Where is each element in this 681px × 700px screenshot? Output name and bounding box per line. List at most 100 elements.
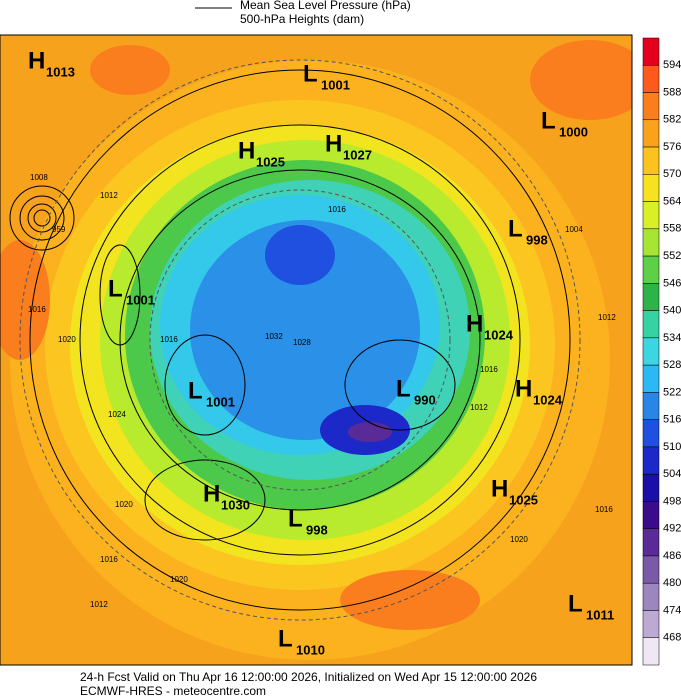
pressure-center-type: H: [203, 480, 220, 507]
contour-label: 1016: [28, 305, 46, 314]
contour-label: 1020: [58, 335, 76, 344]
colorbar-label: 534: [663, 332, 681, 344]
colorbar-cell: [642, 473, 660, 502]
colorbar-label: 480: [663, 577, 681, 589]
colorbar-label: 474: [663, 604, 681, 616]
colorbar-label: 564: [663, 195, 681, 207]
pressure-center-value: 1001: [126, 292, 155, 307]
contour-label: 1012: [90, 600, 108, 609]
footer-text: 24-h Fcst Valid on Thu Apr 16 12:00:00 2…: [80, 670, 537, 684]
pressure-center-value: 1024: [484, 327, 514, 342]
pressure-center-value: 1025: [256, 154, 285, 169]
colorbar-label: 540: [663, 305, 681, 317]
colorbar-cell: [642, 446, 660, 475]
colorbar-label: 552: [663, 250, 681, 262]
contour-label: 1004: [565, 225, 583, 234]
colorbar-label: 576: [663, 141, 681, 153]
colorbar-label: 498: [663, 495, 681, 507]
colorbar-cell: [642, 392, 660, 420]
pressure-center-type: H: [515, 375, 532, 402]
footer-text: ECMWF-HRES - meteocentre.com: [80, 684, 266, 698]
colorbar-cell: [642, 364, 660, 393]
colorbar-label: 504: [663, 468, 681, 480]
colorbar-label: 486: [663, 550, 681, 562]
colorbar-cell: [642, 146, 660, 175]
pressure-center-value: 1001: [206, 394, 235, 409]
pressure-center-type: L: [568, 590, 583, 617]
pressure-center-type: L: [288, 505, 303, 532]
colorbar-cell: [642, 637, 660, 666]
colorbar-cell: [642, 174, 660, 202]
pressure-center-type: L: [108, 275, 123, 302]
isobars: [9, 69, 571, 611]
pressure-center-type: L: [541, 107, 556, 134]
graticule: [19, 59, 581, 621]
colorbar-label: 594: [663, 59, 681, 71]
colorbar-label: 492: [663, 523, 681, 535]
contour-label: 1024: [108, 410, 126, 419]
pressure-center-type: H: [466, 310, 483, 337]
pressure-center-type: L: [278, 625, 293, 652]
colorbar-label: 522: [663, 386, 681, 398]
legend-item: Mean Sea Level Pressure (hPa): [240, 0, 411, 12]
pressure-center-type: L: [396, 375, 411, 402]
pressure-center-value: 1011: [586, 607, 614, 622]
contour-label: 1016: [160, 335, 178, 344]
contour-label: 1016: [100, 555, 118, 564]
colorbar-label: 570: [663, 168, 681, 180]
contour-label: 1016: [595, 505, 613, 514]
pressure-center-value: 1024: [533, 392, 563, 407]
pressure-center-type: H: [491, 475, 508, 502]
colorbar-label: 468: [663, 632, 681, 644]
contour-label: 1028: [293, 338, 311, 347]
colorbar-cell: [642, 582, 660, 611]
colorbar-label: 528: [663, 359, 681, 371]
colorbar-cell: [642, 65, 660, 93]
pressure-center-type: H: [28, 47, 45, 74]
contour-label: 1020: [510, 535, 528, 544]
colorbar-label: 510: [663, 441, 681, 453]
pressure-center-value: 990: [414, 392, 436, 407]
pressure-center-value: 1000: [559, 124, 588, 139]
colorbar-cell: [642, 255, 660, 284]
colorbar-cell: [642, 92, 660, 121]
colorbar-label: 546: [663, 277, 681, 289]
colorbar-cell: [642, 610, 660, 638]
legend-item: 500-hPa Heights (dam): [240, 12, 364, 26]
map-frame: [0, 34, 633, 666]
pressure-center-type: L: [188, 377, 203, 404]
pressure-center-type: L: [303, 60, 318, 87]
colorbar-cell: [642, 119, 660, 148]
colorbar-cell: [642, 37, 660, 66]
pressure-center-type: L: [508, 215, 523, 242]
pressure-center-value: 998: [306, 522, 328, 537]
colorbar-label: 516: [663, 414, 681, 426]
colorbar-cell: [642, 501, 660, 529]
contour-label: 1008: [30, 173, 48, 182]
colorbar-label: 558: [663, 223, 681, 235]
contour-label: 1012: [100, 191, 118, 200]
pressure-center-value: 1010: [296, 642, 325, 657]
contour-label: 1012: [598, 313, 616, 322]
contour-label: 1020: [115, 500, 133, 509]
colorbar-cell: [642, 337, 660, 366]
contour-label: 1016: [480, 365, 498, 374]
contour-label: 1020: [170, 575, 188, 584]
pressure-center-type: H: [325, 130, 342, 157]
contour-label: 959: [52, 225, 66, 234]
pressure-center-value: 1013: [46, 64, 75, 79]
colorbar-cell: [642, 528, 660, 557]
pressure-center-type: H: [238, 137, 255, 164]
colorbar-label: 582: [663, 114, 681, 126]
colorbar-cell: [642, 201, 660, 230]
pressure-center-value: 1001: [321, 77, 350, 92]
colorbar-cell: [642, 283, 660, 311]
colorbar-cell: [642, 419, 660, 448]
colorbar-label: 588: [663, 86, 681, 98]
pressure-center-value: 998: [526, 232, 548, 247]
colorbar-cell: [642, 310, 660, 339]
contour-label: 1016: [328, 205, 346, 214]
pressure-center-value: 1030: [221, 497, 250, 512]
